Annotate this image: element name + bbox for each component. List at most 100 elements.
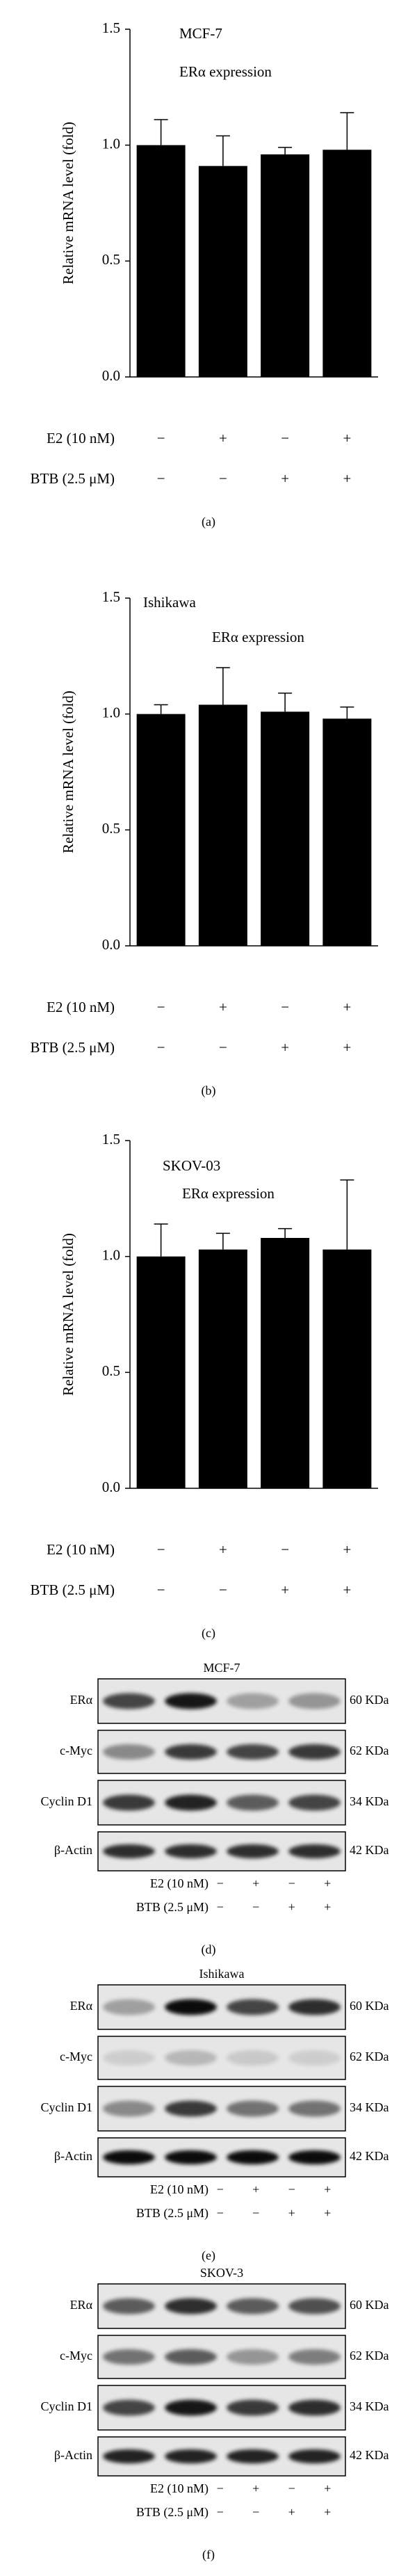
condition-mark: − xyxy=(157,470,165,487)
y-tick-label: 1.5 xyxy=(102,1131,120,1148)
condition-mark: + xyxy=(324,2481,331,2495)
blot-band xyxy=(103,2150,155,2165)
blot-band xyxy=(288,1794,341,1811)
condition-mark: + xyxy=(324,2505,331,2519)
error-bar xyxy=(154,1223,168,1257)
y-tick-label: 1.0 xyxy=(102,135,120,152)
blot-band xyxy=(103,1794,155,1811)
chart-title: SKOV-03 xyxy=(163,1157,220,1174)
blot-band xyxy=(227,1794,279,1811)
bar xyxy=(322,718,372,946)
blot-band xyxy=(288,2399,341,2416)
blot-band xyxy=(165,1744,217,1760)
blot-band xyxy=(227,2399,279,2416)
blot-band xyxy=(227,1744,279,1760)
condition-mark: − xyxy=(288,1876,295,1890)
condition-mark: + xyxy=(281,1581,289,1598)
y-tick-label: 0.5 xyxy=(102,820,120,837)
bar xyxy=(198,705,247,946)
bar xyxy=(136,714,186,946)
condition-label: E2 (10 nM) xyxy=(47,430,115,446)
blot-band xyxy=(227,2449,279,2464)
condition-mark: − xyxy=(281,430,289,446)
chart-subtitle: ERα expression xyxy=(179,63,272,80)
blot-row-label: ERα xyxy=(70,1693,93,1707)
condition-label: BTB (2.5 μM) xyxy=(136,1900,208,1915)
condition-mark: + xyxy=(343,1581,351,1598)
condition-mark: + xyxy=(288,2505,295,2519)
condition-mark: + xyxy=(281,470,289,487)
y-tick-label: 1.0 xyxy=(102,1246,120,1263)
error-bar xyxy=(154,704,168,714)
panel-label: (f) xyxy=(202,2547,215,2562)
bar xyxy=(261,1238,310,1488)
condition-label: BTB (2.5 μM) xyxy=(136,2206,208,2221)
chart-title: MCF-7 xyxy=(179,25,222,42)
condition-mark: + xyxy=(281,1039,289,1056)
blot-band xyxy=(165,2298,217,2315)
blot-size-label: 60 KDa xyxy=(350,2298,389,2312)
blot-band xyxy=(165,2050,217,2066)
blot-band xyxy=(103,2050,155,2066)
condition-mark: + xyxy=(288,1900,295,1914)
blot-band xyxy=(165,1999,217,2015)
error-bar xyxy=(215,135,230,166)
chart-title: Ishikawa xyxy=(143,594,196,611)
blot-size-label: 42 KDa xyxy=(350,2149,389,2163)
condition-label: BTB (2.5 μM) xyxy=(30,1039,115,1056)
blot-band xyxy=(227,2298,279,2315)
error-bar xyxy=(340,112,354,150)
panel-label: (e) xyxy=(202,2248,215,2263)
blot-size-label: 34 KDa xyxy=(350,2100,389,2114)
blot-row-label: β-Actin xyxy=(54,1843,92,1857)
condition-mark: + xyxy=(324,1900,331,1914)
condition-mark: + xyxy=(219,430,227,446)
condition-mark: + xyxy=(324,1876,331,1890)
blot-band xyxy=(288,2150,341,2165)
condition-mark: + xyxy=(343,1039,351,1056)
y-axis-label: Relative mRNA level (fold) xyxy=(60,1233,76,1396)
condition-mark: − xyxy=(219,470,227,487)
blot-band xyxy=(165,1844,217,1859)
blot-band xyxy=(288,2100,341,2117)
blot-band xyxy=(165,2399,217,2416)
y-axis-label: Relative mRNA level (fold) xyxy=(60,691,76,853)
condition-mark: − xyxy=(157,1581,165,1598)
blot-band xyxy=(103,1844,155,1859)
condition-mark: − xyxy=(157,999,165,1015)
condition-mark: + xyxy=(288,2206,295,2220)
bar xyxy=(261,154,310,377)
panel-label: (c) xyxy=(202,1626,215,1641)
y-tick-label: 1.5 xyxy=(102,19,120,36)
condition-mark: − xyxy=(281,999,289,1015)
condition-label: E2 (10 nM) xyxy=(47,1541,115,1558)
condition-mark: − xyxy=(219,1581,227,1598)
blot-row-label: c-Myc xyxy=(60,2050,92,2063)
blot-band xyxy=(288,1999,341,2015)
blot-band xyxy=(227,2150,279,2165)
blot-title: MCF-7 xyxy=(203,1661,240,1675)
blot-row-label: Cyclin D1 xyxy=(41,1794,93,1808)
condition-mark: − xyxy=(219,1039,227,1056)
blot-band xyxy=(165,2349,217,2365)
condition-mark: − xyxy=(157,1541,165,1558)
blot-band xyxy=(288,2298,341,2315)
condition-mark: + xyxy=(219,999,227,1015)
blot-band xyxy=(103,2100,155,2117)
blot-title: Ishikawa xyxy=(199,1967,245,1981)
error-bar xyxy=(215,1232,230,1250)
blot-band xyxy=(288,1693,341,1709)
error-bar xyxy=(215,667,230,705)
condition-mark: − xyxy=(157,1039,165,1056)
condition-label: BTB (2.5 μM) xyxy=(30,470,115,487)
blot-row-label: ERα xyxy=(70,1999,93,2013)
chart-subtitle: ERα expression xyxy=(212,629,304,645)
blot-row-label: β-Actin xyxy=(54,2448,92,2462)
blot-size-label: 34 KDa xyxy=(350,2399,389,2413)
blot-row-label: Cyclin D1 xyxy=(41,2399,93,2413)
condition-mark: + xyxy=(343,999,351,1015)
blot-row-label: ERα xyxy=(70,2298,93,2312)
error-bar xyxy=(278,1227,293,1238)
condition-mark: − xyxy=(288,2481,295,2495)
condition-mark: − xyxy=(157,430,165,446)
